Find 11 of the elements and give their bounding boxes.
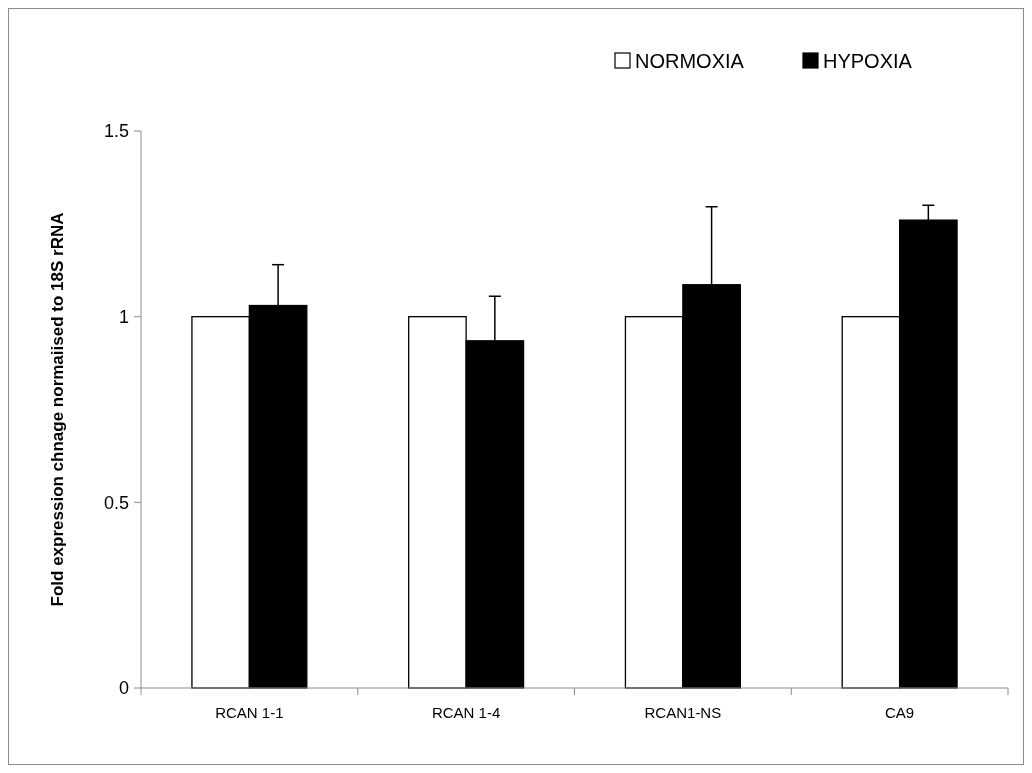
y-axis-title: Fold expression chnage normaiised to 18S rRNA: [48, 212, 67, 607]
y-tick-label: 1: [118, 306, 129, 327]
legend-label: NORMOXIA: [635, 50, 745, 72]
x-tick-label: CA9: [885, 704, 915, 721]
y-tick-label: 1.5: [103, 121, 129, 142]
y-tick-label: 0: [118, 678, 129, 699]
x-tick-label: RCAN 1-1: [215, 704, 284, 721]
x-tick-label: RCAN1-NS: [644, 704, 722, 721]
y-tick-label: 0.5: [103, 492, 129, 513]
x-tick-label: RCAN 1-4: [431, 704, 501, 721]
legend-label: HYPOXIA: [823, 50, 913, 72]
